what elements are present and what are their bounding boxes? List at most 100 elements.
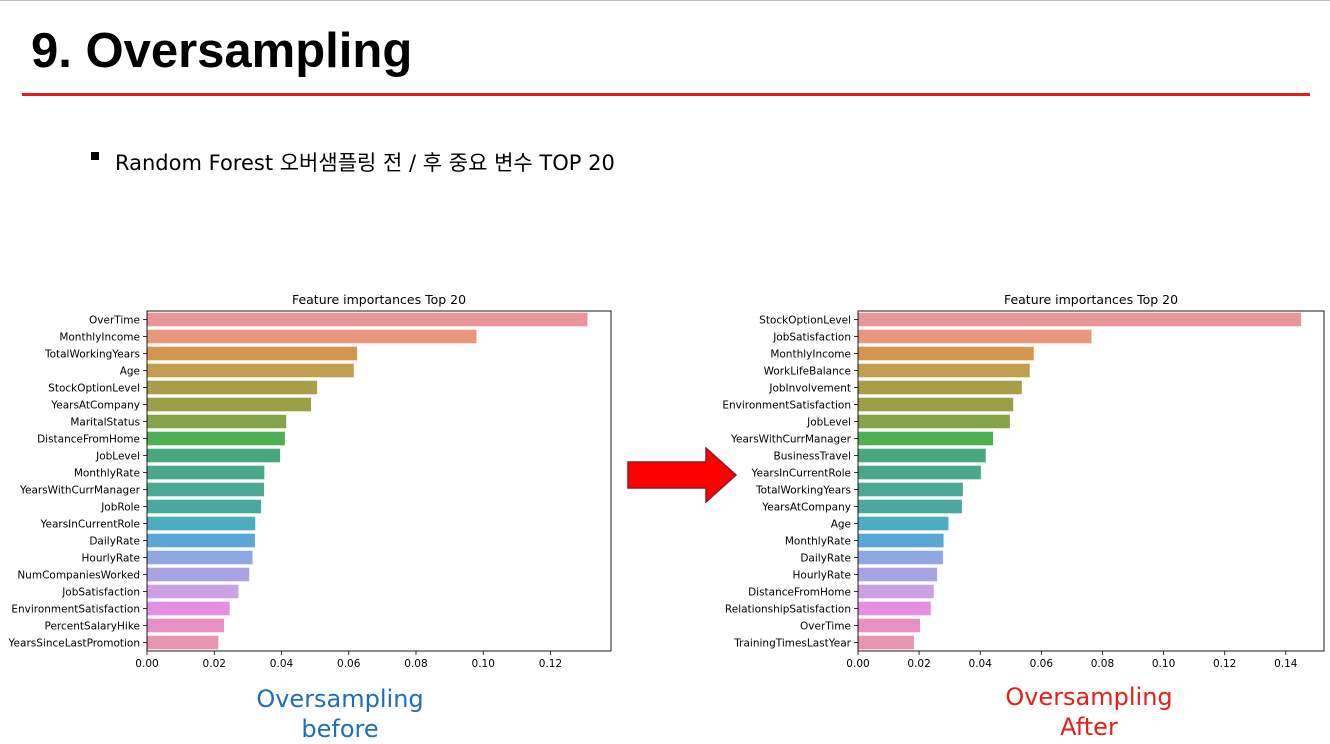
x-tick-label: 0.02 [907,658,930,668]
y-tick-label: StockOptionLevel [48,382,140,394]
bar-MonthlyIncome [858,346,1034,361]
y-tick-label: OverTime [89,314,140,326]
y-tick-label: JobLevel [806,416,851,428]
bar-MonthlyRate [858,533,944,548]
y-tick-label: OverTime [800,620,851,632]
plot-frame [146,310,612,652]
y-tick-label: YearsSinceLastPromotion [8,637,140,649]
x-tick-label: 0.06 [1030,658,1054,668]
y-tick-label: HourlyRate [793,569,852,581]
chart-svg: Feature importances Top 20 OverTime Monthl… [8,292,612,670]
x-tick-label: 0.12 [1213,658,1236,668]
bar-YearsWithCurrManager [858,431,994,446]
y-tick-label: DailyRate [89,535,140,547]
chart-before-oversampling: Feature importances Top 20 OverTime Monthl… [0,288,625,670]
bar-OverTime [147,312,588,327]
bullet-square-icon [91,152,99,160]
y-tick-label: NumCompaniesWorked [17,569,140,581]
y-tick-label: MaritalStatus [70,416,140,428]
y-tick-label: Age [831,518,851,530]
chart-title: Feature importances Top 20 [1004,292,1178,307]
x-tick-label: 0.10 [1152,658,1175,668]
bar-JobRole [147,499,261,514]
bar-YearsWithCurrManager [147,482,265,497]
y-tick-label: BusinessTravel [773,450,851,462]
y-tick-label: PercentSalaryHike [45,620,140,632]
bar-JobSatisfaction [858,329,1092,344]
y-tick-label: DistanceFromHome [748,586,851,598]
y-tick-label: RelationshipSatisfaction [725,603,851,615]
y-tick-label: HourlyRate [82,552,141,564]
title-underline [22,93,1310,96]
y-tick-label: MonthlyIncome [770,348,851,360]
x-tick-label: 0.08 [404,658,427,668]
bar-JobLevel [147,448,281,463]
y-tick-label: WorkLifeBalance [764,365,851,377]
bar-YearsInCurrentRole [147,516,256,531]
x-tick-label: 0.10 [472,658,495,668]
slide-subtitle: Random Forest 오버샘플링 전 / 후 중요 변수 TOP 20 [115,151,615,175]
y-tick-label: JobSatisfaction [772,331,851,343]
y-tick-label: JobLevel [95,450,140,462]
y-tick-label: Age [120,365,140,377]
caption-before: Oversampling before [256,685,424,743]
bar-DailyRate [858,550,943,565]
bar-EnvironmentSatisfaction [858,397,1014,412]
y-tick-label: TotalWorkingYears [44,348,140,360]
y-tick-label: JobInvolvement [768,382,851,394]
y-tick-label: StockOptionLevel [759,314,851,326]
x-tick-label: 0.02 [203,658,226,668]
bar-MonthlyIncome [147,329,477,344]
bar-NumCompaniesWorked [147,567,250,582]
y-tick-label: MonthlyIncome [59,331,140,343]
y-tick-label: TrainingTimesLastYear [733,637,851,649]
bar-HourlyRate [147,550,253,565]
bar-MaritalStatus [147,414,287,429]
y-tick-label: EnvironmentSatisfaction [11,603,140,615]
y-tick-label: YearsInCurrentRole [750,467,851,479]
bar-OverTime [858,618,921,633]
x-tick-label: 0.00 [135,658,158,668]
bar-Age [147,363,354,378]
x-tick-label: 0.12 [539,658,562,668]
slide-top-border [0,0,1330,1]
chart-svg: Feature importances Top 20 StockOptionLev… [722,292,1325,670]
bar-DistanceFromHome [147,431,285,446]
right-arrow-icon [627,446,738,504]
y-tick-label: MonthlyRate [74,467,140,479]
y-tick-label: YearsWithCurrManager [730,433,852,445]
bar-YearsInCurrentRole [858,465,981,480]
bar-EnvironmentSatisfaction [147,601,230,616]
bar-DailyRate [147,533,255,548]
chart-title: Feature importances Top 20 [292,292,466,307]
bar-WorkLifeBalance [858,363,1030,378]
bar-DistanceFromHome [858,584,934,599]
bar-RelationshipSatisfaction [858,601,931,616]
x-tick-label: 0.06 [337,658,361,668]
bar-PercentSalaryHike [147,618,224,633]
bar-StockOptionLevel [147,380,318,395]
bar-TotalWorkingYears [147,346,358,361]
y-tick-label: YearsAtCompany [50,399,140,411]
bar-JobInvolvement [858,380,1022,395]
bar-JobSatisfaction [147,584,239,599]
y-tick-label: TotalWorkingYears [755,484,851,496]
bar-TrainingTimesLastYear [858,635,914,650]
y-tick-label: DailyRate [800,552,851,564]
y-tick-label: MonthlyRate [785,535,851,547]
chart-after-oversampling: Feature importances Top 20 StockOptionLev… [700,288,1330,670]
y-tick-label: EnvironmentSatisfaction [722,399,851,411]
x-tick-label: 0.14 [1274,658,1298,668]
bar-JobLevel [858,414,1010,429]
bar-StockOptionLevel [858,312,1302,327]
bar-BusinessTravel [858,448,986,463]
bar-MonthlyRate [147,465,265,480]
x-tick-label: 0.00 [846,658,869,668]
x-tick-label: 0.08 [1091,658,1114,668]
caption-after: Oversampling After [1005,683,1173,741]
bar-HourlyRate [858,567,938,582]
y-tick-label: JobSatisfaction [61,586,140,598]
bar-YearsAtCompany [147,397,312,412]
x-tick-label: 0.04 [969,658,993,668]
y-tick-label: YearsAtCompany [761,501,851,513]
